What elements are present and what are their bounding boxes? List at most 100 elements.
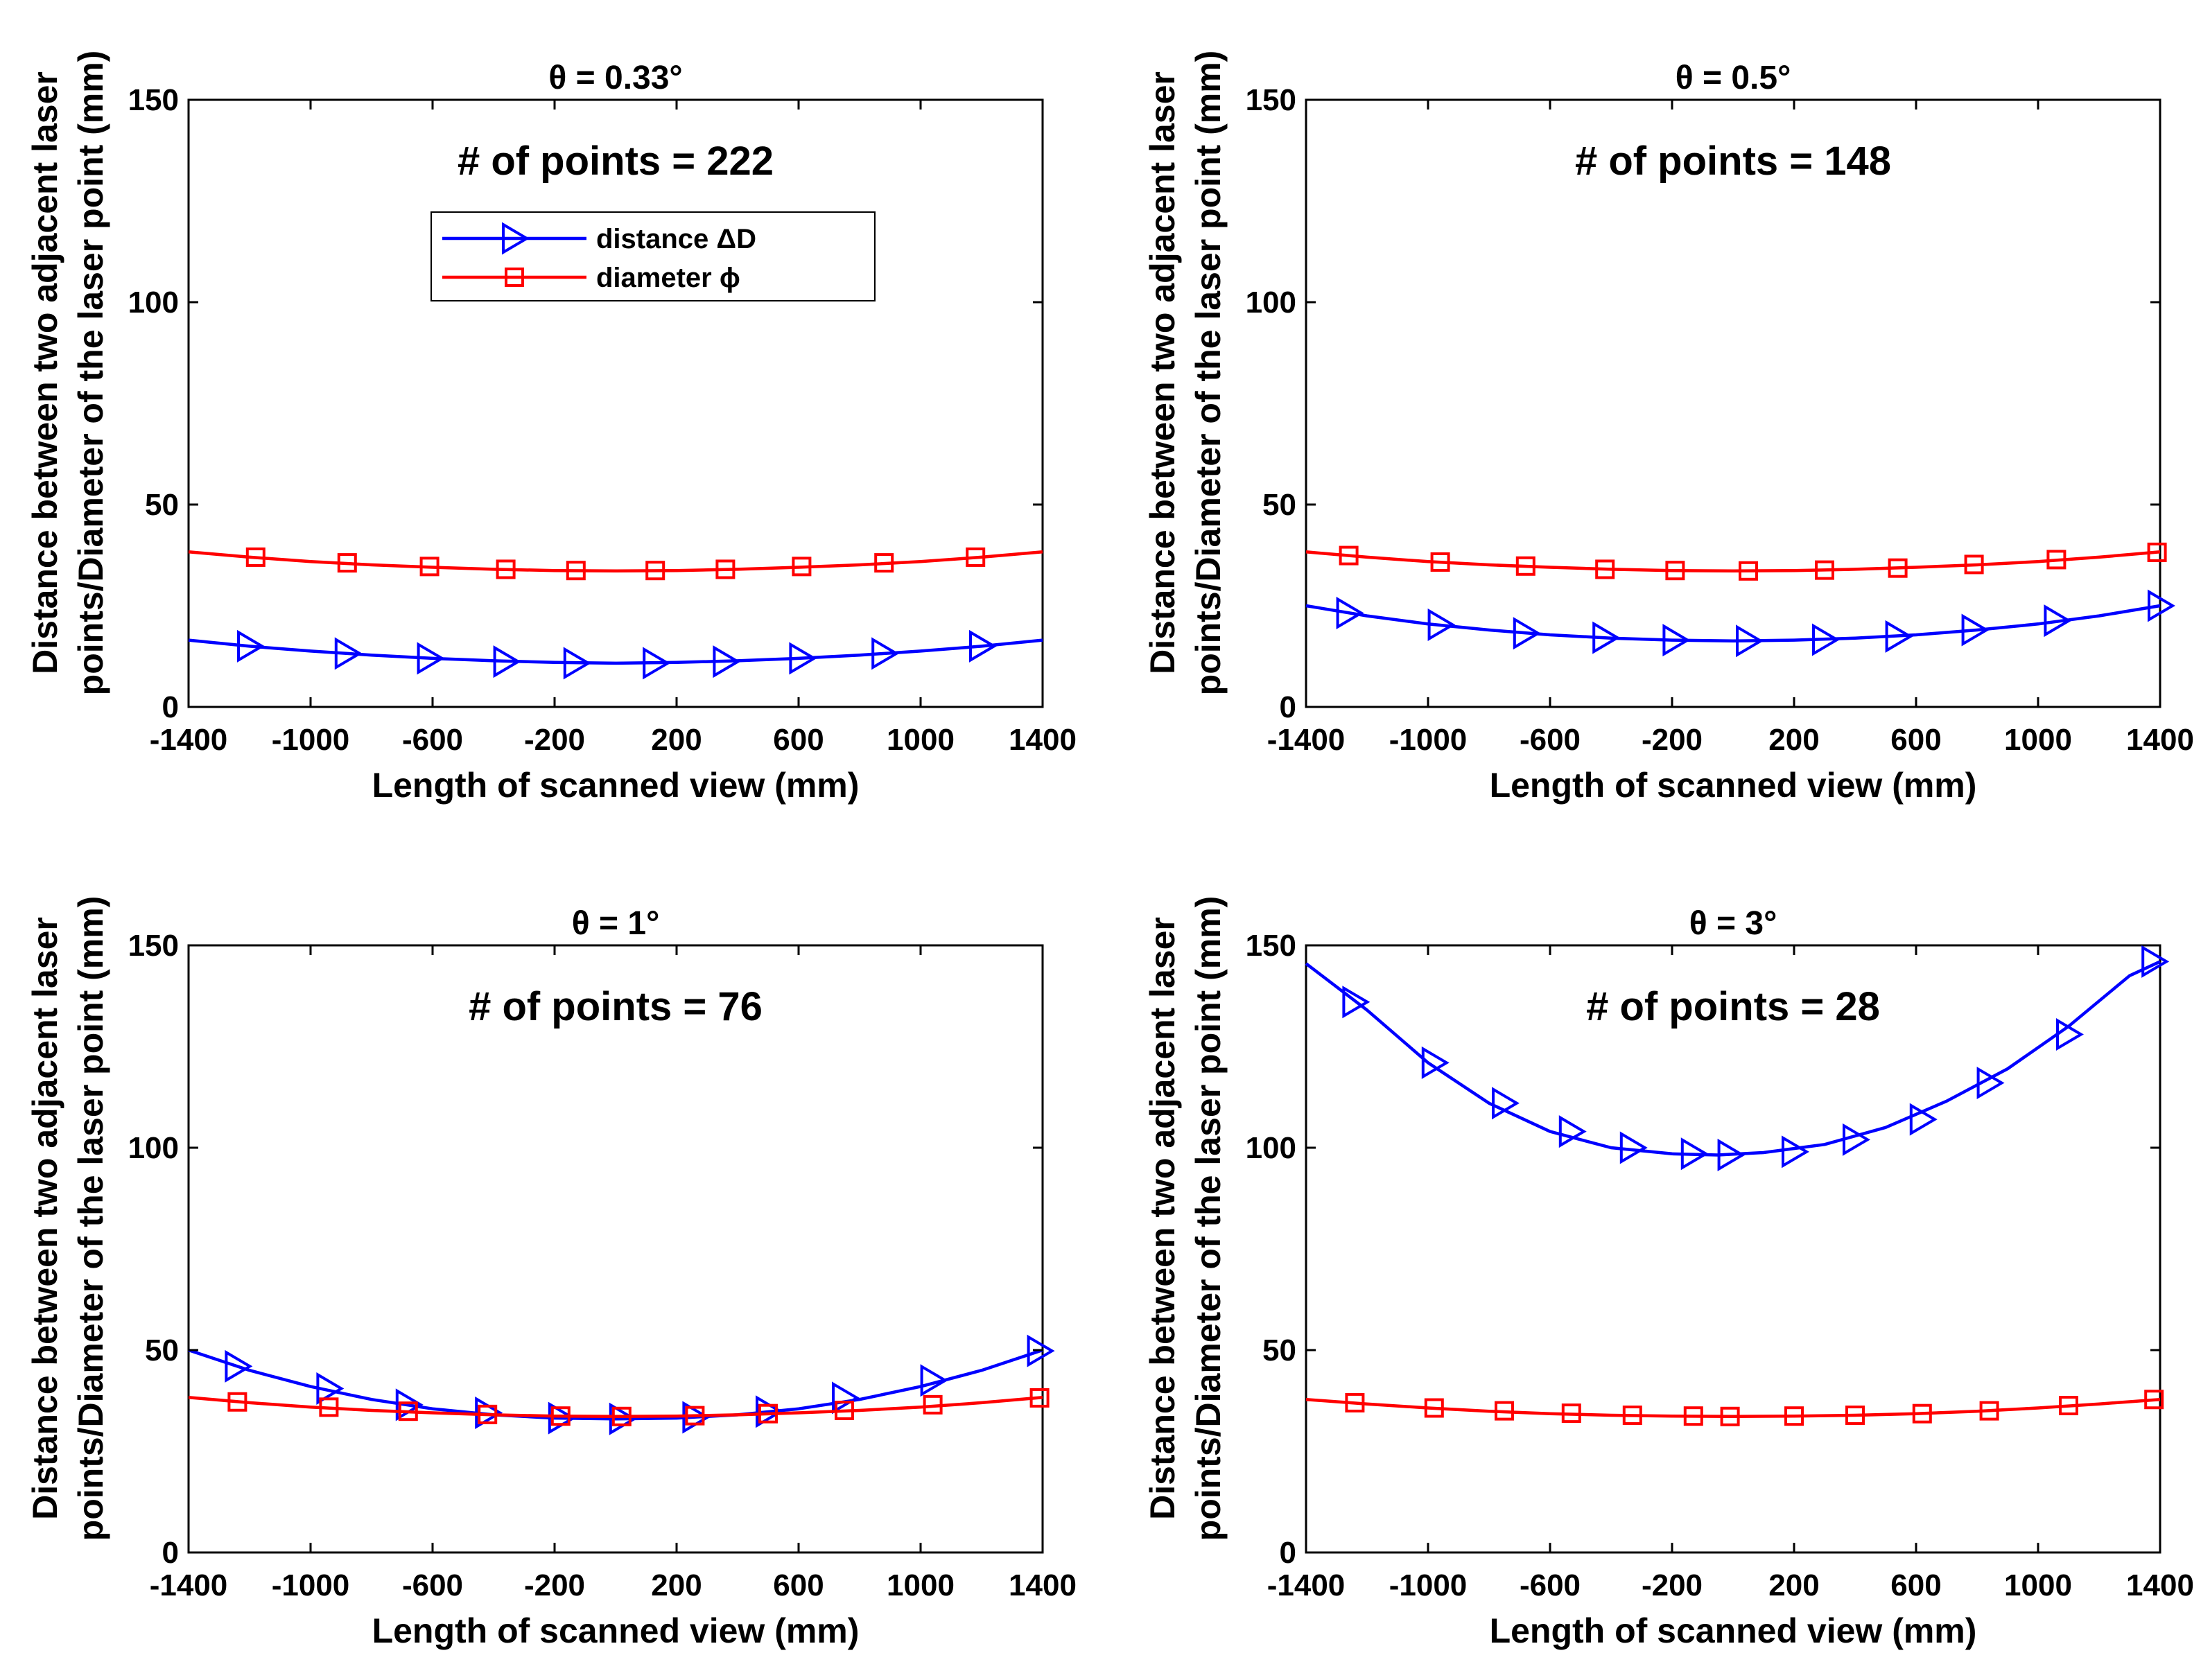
y-axis-label-line2: points/Diameter of the laser point (mm) [71,896,110,1541]
distance-marker [1342,986,1371,1019]
y-axis-label-line1: Distance between two adjacent laser [1143,917,1182,1520]
y-tick-label: 100 [128,1131,179,1165]
x-tick-label: -600 [1520,723,1581,757]
x-tick-label: -1000 [1389,723,1468,757]
y-tick-label: 100 [1246,286,1296,320]
distance-marker [1662,624,1691,657]
plot-area [1305,98,2161,708]
y-tick-label: 0 [1280,1536,1296,1570]
x-axis-label: Length of scanned view (mm) [372,766,860,805]
legend-diameter-marker [505,268,524,287]
diameter-marker [1845,1406,1865,1426]
distance-marker [1027,1334,1055,1367]
diameter-marker [758,1403,778,1424]
x-tick-label: -600 [1520,1568,1581,1602]
diameter-marker [1515,556,1535,576]
subplot-4: 0 50 100 150 -1400 -1000 -600 -200 200 600 1000 140… [1143,896,2194,1650]
distance-series [1305,945,2170,1172]
distance-marker [713,645,741,679]
diameter-marker [419,557,440,577]
distance-marker [2141,945,2170,978]
distance-marker [1680,1137,1709,1171]
y-axis-label-line1: Distance between two adjacent laser [1143,71,1182,674]
diameter-marker [1339,545,1359,566]
diameter-series [188,1388,1050,1426]
chart-title: θ = 3° [1689,905,1777,942]
distance-marker [1909,1103,1938,1136]
x-tick-label: -1400 [1267,723,1346,757]
diameter-marker [398,1401,418,1421]
y-tick-label: 100 [1246,1131,1296,1165]
distance-marker [334,637,363,670]
distance-marker [225,1349,253,1383]
y-tick-label: 150 [1246,929,1296,963]
diameter-marker [319,1397,339,1417]
x-tick-label: 1000 [2004,1568,2072,1602]
diameter-line [188,550,1043,573]
distance-marker [643,647,671,680]
diameter-marker [835,1401,854,1421]
y-axis-label-line2: points/Diameter of the laser point (mm) [1189,896,1228,1541]
distance-marker [1885,620,1913,653]
x-tick-label: -1400 [150,723,228,757]
diameter-marker [1622,1406,1642,1426]
y-axis-label-line2: points/Diameter of the laser point (mm) [1189,51,1228,696]
distance-marker [920,1364,948,1397]
x-tick-label: 1400 [2126,1568,2194,1602]
distance-marker [563,647,591,680]
diameter-series [1305,542,2167,581]
distance-line [188,638,1043,665]
plot-area [187,98,1044,708]
distance-series [1305,589,2175,658]
y-tick-label: 50 [1262,488,1296,522]
distance-marker [1843,1123,1870,1156]
distance-marker [316,1372,345,1405]
x-tick-label: -600 [402,1568,463,1602]
distance-marker [1812,623,1840,656]
diameter-marker [1979,1401,1999,1421]
diameter-marker [2144,1390,2164,1410]
diameter-marker [923,1394,943,1415]
distance-series [188,1334,1055,1435]
distance-marker [789,642,817,675]
diameter-marker [496,559,516,579]
x-tick-label: 600 [1890,723,1941,757]
x-tick-label: -200 [524,1568,585,1602]
x-tick-label: 200 [651,723,702,757]
y-tick-label: 100 [128,286,179,320]
diameter-marker [245,547,266,567]
chart-title: θ = 0.5° [1676,60,1791,96]
distance-marker [237,629,265,663]
y-tick-label: 150 [128,929,179,963]
distance-marker [1782,1135,1809,1169]
x-tick-label: -1400 [150,1568,228,1602]
diameter-marker [227,1392,247,1412]
diameter-marker [1029,1388,1050,1408]
diameter-marker [1665,561,1685,581]
x-tick-label: 1400 [2126,723,2194,757]
distance-marker [1513,617,1541,650]
diameter-marker [966,547,986,567]
diameter-marker [550,1406,571,1426]
diameter-marker [1888,558,1908,578]
diameter-marker [1964,554,1984,575]
legend: distance ΔD diameter ϕ [430,211,876,301]
subplot-2: 0 50 100 150 -1400 -1000 -600 -200 200 600 1000 140… [1143,51,2194,805]
x-tick-label: 200 [1768,1568,1819,1602]
diameter-marker [1912,1403,1932,1424]
y-tick-label: 0 [162,690,179,724]
diameter-series [1305,1390,2164,1426]
y-axis-label-line2: points/Diameter of the laser point (mm) [71,51,110,696]
distance-marker [871,637,900,670]
distance-marker [1592,621,1621,654]
chart-title: θ = 1° [572,905,660,942]
diameter-marker [792,557,812,577]
diameter-marker [478,1404,498,1424]
x-tick-label: 1000 [887,1568,955,1602]
distance-marker [417,642,445,675]
x-tick-label: 1400 [1009,1568,1077,1602]
diameter-marker [1430,552,1450,572]
diameter-marker [685,1406,705,1426]
distance-marker [1619,1131,1648,1164]
